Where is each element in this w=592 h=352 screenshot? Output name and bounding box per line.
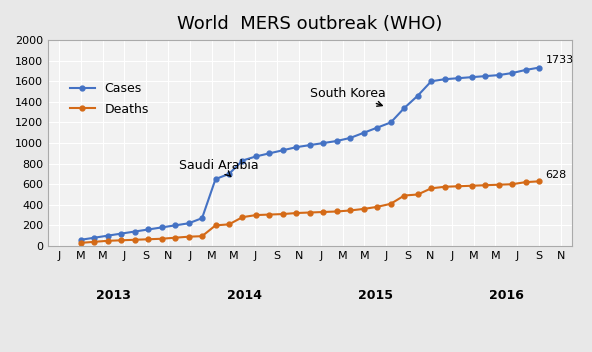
Cases xyxy=(252,154,259,158)
Cases xyxy=(468,75,475,79)
Line: Deaths: Deaths xyxy=(78,179,542,245)
Cases xyxy=(427,79,435,83)
Deaths xyxy=(468,184,475,188)
Deaths xyxy=(198,234,205,238)
Deaths xyxy=(482,183,489,187)
Cases xyxy=(522,68,529,72)
Cases xyxy=(495,73,502,77)
Cases xyxy=(77,238,84,242)
Cases xyxy=(387,120,394,125)
Cases xyxy=(306,143,313,147)
Deaths xyxy=(118,238,125,243)
Deaths xyxy=(239,215,246,219)
Cases xyxy=(361,131,368,135)
Cases xyxy=(455,76,462,80)
Deaths xyxy=(374,205,381,209)
Deaths xyxy=(279,212,287,216)
Deaths xyxy=(509,182,516,186)
Cases xyxy=(212,177,219,181)
Deaths xyxy=(293,211,300,215)
Cases xyxy=(374,125,381,130)
Text: 1733: 1733 xyxy=(546,55,574,64)
Cases xyxy=(347,136,354,140)
Cases xyxy=(509,71,516,75)
Deaths xyxy=(455,184,462,188)
Cases xyxy=(118,232,125,236)
Deaths xyxy=(185,234,192,239)
Cases xyxy=(158,225,165,230)
Deaths xyxy=(361,207,368,211)
Deaths xyxy=(536,179,543,183)
Deaths xyxy=(414,193,422,197)
Deaths xyxy=(144,237,152,241)
Cases xyxy=(226,172,233,176)
Cases xyxy=(172,223,179,227)
Deaths xyxy=(427,186,435,190)
Cases xyxy=(104,234,111,238)
Cases xyxy=(198,216,205,220)
Cases xyxy=(131,230,138,234)
Cases xyxy=(414,94,422,98)
Text: 2014: 2014 xyxy=(227,289,262,302)
Deaths xyxy=(387,202,394,206)
Cases xyxy=(91,235,98,240)
Text: 2013: 2013 xyxy=(96,289,131,302)
Cases xyxy=(333,139,340,143)
Deaths xyxy=(347,208,354,213)
Deaths xyxy=(306,210,313,215)
Text: 2016: 2016 xyxy=(489,289,524,302)
Deaths xyxy=(77,241,84,245)
Deaths xyxy=(401,193,408,197)
Legend: Cases, Deaths: Cases, Deaths xyxy=(65,77,154,121)
Cases xyxy=(144,227,152,232)
Cases xyxy=(401,106,408,110)
Deaths xyxy=(333,209,340,214)
Deaths xyxy=(131,238,138,242)
Deaths xyxy=(522,180,529,184)
Cases xyxy=(482,74,489,78)
Deaths xyxy=(91,240,98,244)
Text: Saudi Arabia: Saudi Arabia xyxy=(179,159,259,177)
Deaths xyxy=(441,185,448,189)
Deaths xyxy=(104,239,111,243)
Deaths xyxy=(266,213,273,217)
Line: Cases: Cases xyxy=(78,65,542,242)
Deaths xyxy=(252,213,259,217)
Deaths xyxy=(226,222,233,226)
Cases xyxy=(266,151,273,156)
Deaths xyxy=(172,235,179,240)
Cases xyxy=(536,65,543,70)
Deaths xyxy=(320,210,327,214)
Text: South Korea: South Korea xyxy=(310,87,385,106)
Cases xyxy=(185,221,192,225)
Deaths xyxy=(158,237,165,241)
Cases xyxy=(239,158,246,163)
Text: 2015: 2015 xyxy=(358,289,393,302)
Cases xyxy=(293,145,300,149)
Deaths xyxy=(212,223,219,227)
Cases xyxy=(320,141,327,145)
Deaths xyxy=(495,183,502,187)
Cases xyxy=(441,77,448,81)
Cases xyxy=(279,148,287,152)
Text: 628: 628 xyxy=(546,170,567,180)
Title: World  MERS outbreak (WHO): World MERS outbreak (WHO) xyxy=(177,15,443,33)
